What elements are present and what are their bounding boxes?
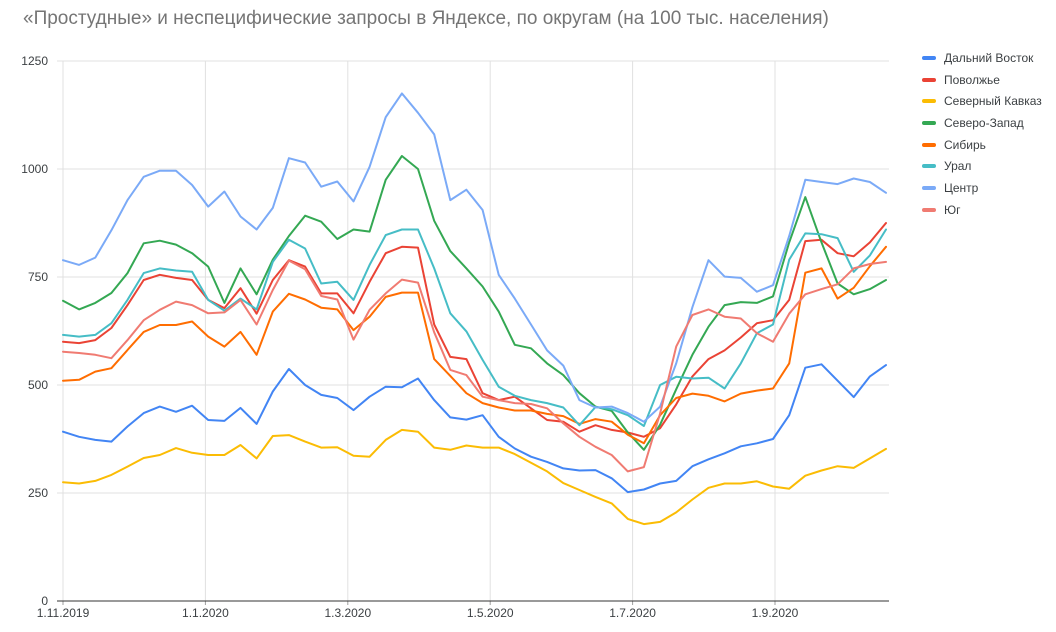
legend-item: Северный Кавказ: [922, 90, 1042, 112]
legend-label: Урал: [944, 159, 972, 174]
y-axis-tick-label: 1250: [21, 54, 48, 68]
series-line-0: [62, 363, 887, 494]
x-axis-tick-label: 1.7.2020: [609, 606, 656, 620]
legend: Дальний Восток Поволжье Северный Кавказ Сев…: [922, 47, 1042, 221]
series-line-6: [62, 92, 887, 423]
y-axis-tick-label: 250: [27, 486, 48, 500]
series-line-7: [62, 259, 887, 473]
x-axis-tick-label: 1.3.2020: [324, 606, 372, 620]
legend-swatch-icon: [922, 164, 936, 169]
legend-label: Северо-Запад: [944, 115, 1024, 130]
x-axis-tick-label: 1.11.2019: [36, 606, 90, 620]
legend-swatch-icon: [922, 120, 936, 125]
series-line-3: [62, 155, 887, 451]
y-axis-tick-label: 500: [27, 378, 48, 392]
series-line-2: [62, 428, 887, 526]
y-axis-tick-label: 0: [41, 594, 48, 608]
legend-item: Дальний Восток: [922, 47, 1042, 69]
x-axis-tick-label: 1.5.2020: [466, 606, 514, 620]
legend-item: Поволжье: [922, 69, 1042, 91]
legend-label: Центр: [944, 180, 979, 195]
x-axis-tick-label: 1.9.2020: [751, 606, 799, 620]
y-axis-tick-label: 1000: [21, 162, 48, 176]
legend-swatch-icon: [922, 55, 936, 60]
legend-label: Северный Кавказ: [944, 94, 1042, 109]
legend-swatch-icon: [922, 185, 936, 190]
legend-swatch-icon: [922, 207, 936, 212]
legend-item: Урал: [922, 155, 1042, 177]
legend-label: Юг: [944, 202, 961, 217]
legend-label: Сибирь: [944, 137, 986, 152]
series-line-5: [62, 228, 887, 427]
legend-item: Северо-Запад: [922, 112, 1042, 134]
series-line-4: [62, 245, 887, 445]
series-line-1: [62, 222, 887, 438]
legend-item: Центр: [922, 177, 1042, 199]
y-axis-tick-label: 750: [27, 270, 48, 284]
legend-item: Сибирь: [922, 134, 1042, 156]
legend-label: Поволжье: [944, 72, 1000, 87]
legend-swatch-icon: [922, 77, 936, 82]
legend-swatch-icon: [922, 142, 936, 147]
chart-title: «Простудные» и неспецифические запросы в…: [23, 8, 829, 29]
legend-label: Дальний Восток: [944, 50, 1034, 65]
x-axis-tick-label: 1.1.2020: [182, 606, 229, 620]
legend-swatch-icon: [922, 99, 936, 104]
legend-item: Юг: [922, 199, 1042, 221]
